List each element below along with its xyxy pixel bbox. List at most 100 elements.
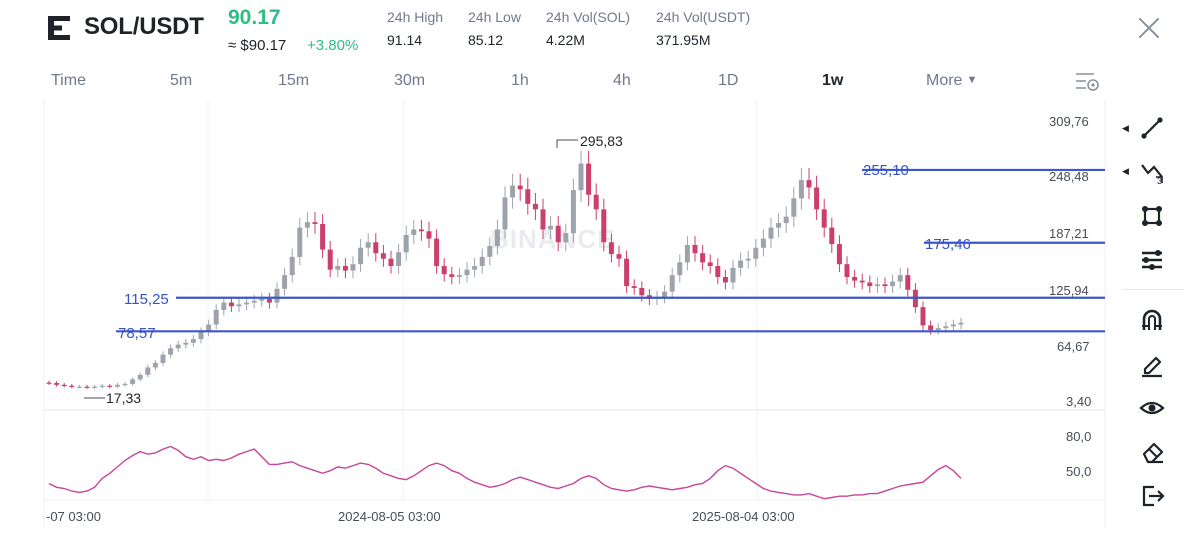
candle-body [114,384,120,387]
candle-body [251,300,257,303]
candle-body [411,229,417,235]
tab-15m[interactable]: 15m [278,72,310,89]
indicator-pane [48,445,962,500]
price-tick-label: 3,40 [1066,394,1091,409]
candle-body [601,209,607,243]
exit-icon[interactable] [1132,480,1172,512]
stat-24h-vol-sol-value: 4.22M [546,32,585,48]
candle-body [662,291,668,298]
close-icon[interactable] [1136,15,1162,41]
candle-body [84,386,90,388]
candle-body [320,223,326,250]
candle-body [935,328,941,330]
candle-body [441,266,447,275]
candle-body [342,266,348,271]
candle-body [905,275,911,290]
price-change-percent: +3.80% [307,37,359,54]
chart-grid [43,100,1106,528]
pencil-icon[interactable] [1132,348,1172,380]
candle-body [350,264,356,271]
svg-text:3: 3 [1157,176,1162,185]
tab-time[interactable]: Time [51,72,86,89]
stat-24h-vol-usdt-label: 24h Vol(USDT) [656,9,751,25]
stat-24h-vol-sol-label: 24h Vol(SOL) [546,9,631,25]
eye-icon[interactable] [1132,392,1172,424]
candle-body [608,242,614,255]
level-label: 115,25 [124,291,169,308]
candle-body [365,242,371,248]
fibonacci-icon[interactable]: 3 [1132,155,1172,187]
candle-body [738,260,744,268]
candle-body [829,227,835,245]
tab-more[interactable]: More ▼ [926,72,977,90]
tab-4h[interactable]: 4h [613,72,631,89]
tab-30m[interactable]: 30m [394,72,426,89]
candle-body [259,298,265,301]
tab-5m[interactable]: 5m [170,72,193,89]
trading-pair-title[interactable]: SOL/USDT [84,13,204,40]
candle-body [631,286,637,288]
chart-settings-icon[interactable] [1074,70,1100,94]
candle-body [304,222,310,228]
price-tick-label: 125,94 [1049,283,1089,298]
candle-body [532,203,538,210]
candle-body [707,262,713,267]
candle-body [69,385,75,387]
candle-body [950,324,956,327]
rectangle-icon[interactable] [1132,200,1172,232]
tab-more-label: More [926,72,963,89]
tab-1d[interactable]: 1D [718,72,739,89]
candle-body [510,185,516,198]
candle-body [928,325,934,330]
menu-logo-icon[interactable] [48,16,74,40]
candle-body [570,190,576,234]
candle-body [715,266,721,277]
stat-24h-vol-usdt-value: 371.95M [656,32,711,48]
candle-body [897,275,903,282]
parallel-lines-icon[interactable] [1132,244,1172,276]
tab-1w[interactable]: 1w [822,72,844,89]
level-label: 78,57 [118,325,156,342]
tab-1h[interactable]: 1h [511,72,529,89]
candle-body [335,266,341,270]
candle-body [745,258,751,261]
candle-body [145,367,151,375]
candle-body [152,362,158,368]
candle-body [198,331,204,340]
candle-body [213,309,219,325]
price-tick-label: 248,48 [1049,169,1089,184]
candle-body [403,234,409,253]
candle-body [502,197,508,230]
candle-body [464,269,470,276]
candle-body [517,185,523,190]
candle-body [228,302,234,307]
candle-body [160,354,166,363]
candle-body [555,225,561,243]
candle-body [836,244,842,265]
candle-body [578,163,584,191]
candle-body [814,187,820,210]
indicator-line [48,445,962,500]
candle-body [874,284,880,287]
candle-body [122,383,128,386]
candle-body [958,322,964,325]
candle-body [175,344,181,349]
stat-24h-low-label: 24h Low [468,9,521,25]
candle-body [783,216,789,224]
caret-down-icon: ▼ [966,74,978,86]
candle-body [487,245,493,257]
candle-body [776,223,782,228]
candle-body [137,374,143,380]
candle-body [190,339,196,343]
trend-line-icon[interactable] [1132,112,1172,144]
candle-body [54,383,60,385]
candle-body [890,281,896,287]
candle-body [669,275,675,292]
candle-body [616,254,622,259]
magnet-icon[interactable] [1132,304,1172,336]
indicator-tick-label: 50,0 [1066,464,1091,479]
level-label: 255,10 [863,162,909,179]
candle-body [358,247,364,265]
eraser-icon[interactable] [1132,436,1172,468]
